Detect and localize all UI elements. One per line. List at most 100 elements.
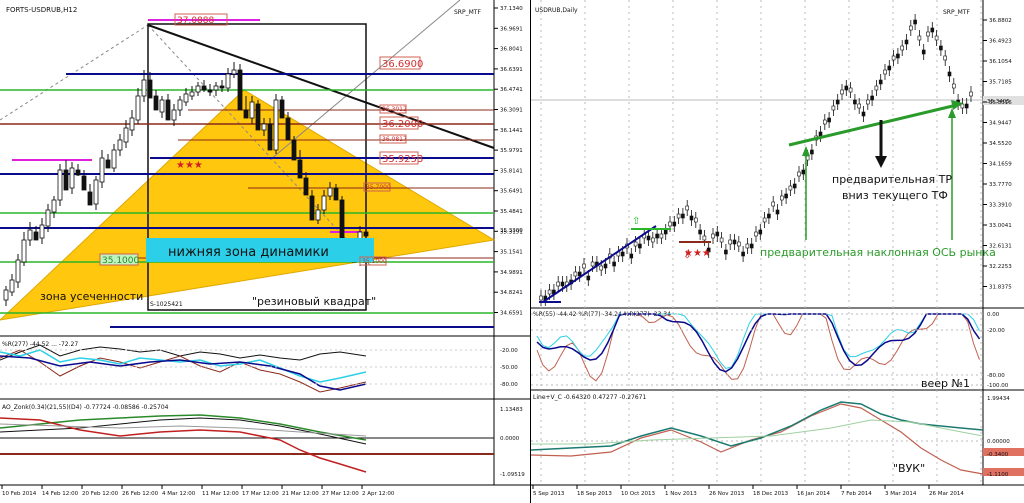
right-wpr-tick: -100.00 <box>987 383 1009 389</box>
candle <box>111 149 117 169</box>
candle <box>315 209 321 221</box>
uptrend-line <box>542 225 657 303</box>
right-x-tick: 10 Oct 2013 <box>621 491 656 497</box>
left-price-tick: 36.6391 <box>500 67 523 73</box>
left-title: FORTS-USDRUB,H12 <box>6 6 77 14</box>
right-price-tick: 34.9447 <box>989 121 1012 127</box>
candle <box>724 249 728 255</box>
candle <box>762 217 767 223</box>
candle <box>780 195 784 201</box>
candle <box>638 243 642 249</box>
candle <box>201 85 207 91</box>
candle <box>969 91 973 97</box>
rubber-square <box>147 23 367 311</box>
left-time-axis: 10 Feb 2014 14 Feb 12:00 20 Feb 12:00 26 Fe… <box>1 485 395 497</box>
left-price-tick: 36.8041 <box>500 47 523 53</box>
candle <box>75 169 81 176</box>
candle <box>303 177 309 196</box>
left-price-tick: 36.1441 <box>500 128 523 134</box>
lower-zone-label: нижняя зона динамики <box>168 245 329 260</box>
left-ao-tick: -1.09519 <box>500 472 525 478</box>
candle <box>951 83 956 89</box>
candle <box>788 185 793 191</box>
candle <box>45 209 51 227</box>
candle <box>663 229 668 235</box>
candle <box>711 233 715 239</box>
candle <box>219 85 225 89</box>
candle <box>81 175 87 191</box>
market-axis-line <box>788 102 962 147</box>
candle <box>3 289 9 301</box>
candle <box>960 103 965 109</box>
right-price-tick: 31.8375 <box>989 285 1012 291</box>
left-x-tick: 20 Feb 12:00 <box>82 491 119 497</box>
candle <box>689 215 694 221</box>
right-x-tick: 26 Mar 2014 <box>929 491 964 497</box>
candle <box>599 265 603 271</box>
left-x-tick: 26 Feb 12:00 <box>122 491 159 497</box>
candle <box>818 131 823 137</box>
candle <box>159 99 165 113</box>
right-price-tick: 35.3316 <box>989 100 1012 106</box>
right-chart-svg[interactable]: ★★★ ⇧ ⇩ предварительная ТР вниз текущего… <box>531 0 1024 503</box>
candle <box>273 99 279 151</box>
candle <box>255 103 261 131</box>
left-wpr-tick: -80.00 <box>500 382 518 388</box>
right-price-tick: 33.0041 <box>989 223 1012 229</box>
right-chart-window[interactable]: ★★★ ⇧ ⇩ предварительная ТР вниз текущего… <box>531 0 1024 503</box>
candle <box>27 229 33 241</box>
candle <box>105 159 111 169</box>
candle <box>698 229 702 235</box>
left-indicator-name: SRP_MTF <box>454 9 481 16</box>
right-indicator-name: SRP_MTF <box>943 9 970 16</box>
lower-dynamics-zone <box>146 238 374 262</box>
candle <box>771 201 775 207</box>
green-arrow-up-icon-2 <box>948 108 956 118</box>
vuk-label: "ВУК" <box>893 462 925 475</box>
left-wpr-lines <box>0 344 367 393</box>
right-ao-tick: 1.99434 <box>987 396 1010 402</box>
left-price-ticks: 37.1340 36.9691 36.8041 36.6391 36.4741 36.30… <box>494 6 523 317</box>
candle <box>237 69 243 111</box>
candle <box>629 253 634 259</box>
candle <box>279 99 285 119</box>
candle <box>921 49 926 55</box>
candle <box>547 289 552 295</box>
candle <box>195 85 201 93</box>
candle <box>231 69 237 75</box>
candle <box>810 149 814 155</box>
left-chart-svg[interactable]: нижняя зона динамики 37.0888 36.6900 36.30… <box>0 0 530 503</box>
level-label: 35.1000 <box>362 258 387 265</box>
right-x-tick: 16 Jan 2014 <box>797 491 830 497</box>
candle <box>291 139 297 161</box>
candle <box>603 263 608 269</box>
left-chart-window[interactable]: нижняя зона динамики 37.0888 36.6900 36.30… <box>0 0 531 503</box>
truncation-zone-label: зона усеченности <box>40 290 143 303</box>
right-price-tick: 36.1054 <box>989 59 1012 65</box>
right-ao-header: Line+V_C -0.64320 0.47277 -0.27671 <box>533 394 646 401</box>
candle <box>243 109 249 119</box>
right-x-tick: 7 Feb 2014 <box>841 491 872 497</box>
candle <box>267 123 273 151</box>
level-label: 35.7000 <box>366 184 391 191</box>
left-price-tick: 35.3191 <box>500 229 523 235</box>
left-candles <box>3 62 369 306</box>
candle <box>93 179 99 205</box>
candle <box>171 109 177 121</box>
candle <box>939 45 943 51</box>
candle <box>285 117 291 141</box>
candle <box>797 171 801 177</box>
right-wpr-cyan-line <box>536 313 980 369</box>
fan-label: веер №1 <box>921 377 970 390</box>
candle <box>749 243 754 249</box>
left-price-tick: 36.9691 <box>500 26 523 32</box>
candle <box>57 169 63 201</box>
candle <box>672 221 677 227</box>
left-price-tick: 37.1340 <box>500 6 523 12</box>
candle <box>694 217 698 223</box>
left-price-tick: 34.8241 <box>500 290 523 296</box>
candle <box>878 79 883 85</box>
candle <box>51 199 57 213</box>
candle <box>908 25 913 31</box>
right-x-tick: 1 Nov 2013 <box>665 491 697 497</box>
